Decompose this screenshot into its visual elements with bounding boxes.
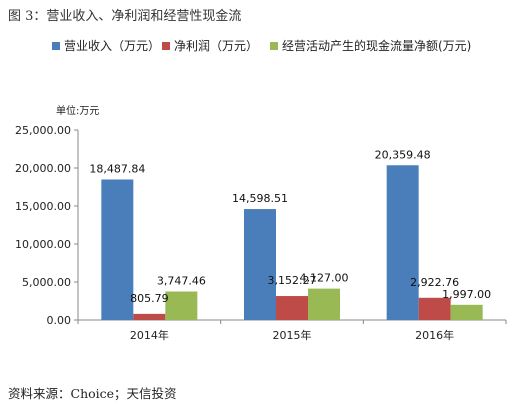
bar-s1-c0 bbox=[133, 313, 166, 320]
data-label-s1-c1: 3,152.27 bbox=[268, 274, 317, 287]
y-tick-label: 20,000.00 bbox=[15, 162, 71, 175]
chart-legend: 营业收入（万元） 净利润（万元） 经营活动产生的现金流量净额(万元) bbox=[52, 38, 471, 53]
legend-swatch-1 bbox=[162, 42, 170, 50]
x-tick-label: 2015年 bbox=[273, 328, 312, 342]
bars-group bbox=[101, 165, 483, 320]
legend-label-1: 净利润（万元） bbox=[174, 39, 258, 53]
x-tick-label: 2016年 bbox=[415, 328, 454, 342]
bar-s0-c0 bbox=[101, 179, 134, 320]
y-tick-label: 15,000.00 bbox=[15, 200, 71, 213]
bar-s2-c0 bbox=[165, 291, 198, 320]
data-label-s2-c0: 3,747.46 bbox=[157, 275, 206, 288]
y-tick-label: 10,000.00 bbox=[15, 238, 71, 251]
source-note: 资料来源：Choice；天信投资 bbox=[8, 386, 177, 401]
y-axis: 0.00 5,000.00 10,000.00 15,000.00 20,000.00 2… bbox=[15, 124, 79, 327]
bar-s1-c1 bbox=[276, 296, 308, 320]
y-tick-label: 25,000.00 bbox=[15, 124, 71, 137]
bar-s0-c1 bbox=[244, 209, 276, 320]
data-label-s0-c1: 14,598.51 bbox=[232, 192, 288, 205]
data-label-s2-c2: 1,997.00 bbox=[442, 288, 491, 301]
y-tick-label: 5,000.00 bbox=[22, 276, 71, 289]
x-tick-label: 2014年 bbox=[130, 328, 169, 342]
bar-s0-c2 bbox=[386, 165, 419, 320]
data-label-s1-c2: 2,922.76 bbox=[410, 276, 459, 289]
x-axis: 2014年 2015年 2016年 bbox=[77, 319, 507, 342]
y-axis-unit-label: 单位:万元 bbox=[56, 104, 99, 117]
legend-label-0: 营业收入（万元） bbox=[64, 39, 160, 53]
legend-swatch-2 bbox=[270, 42, 278, 50]
y-tick-label: 0.00 bbox=[47, 314, 72, 327]
bar-s2-c1 bbox=[308, 288, 340, 320]
data-labels-group: 18,487.84 14,598.51 20,359.48 805.79 3,152.2… bbox=[89, 148, 491, 305]
data-label-s0-c2: 20,359.48 bbox=[375, 148, 431, 161]
data-label-s0-c0: 18,487.84 bbox=[89, 162, 145, 175]
legend-swatch-0 bbox=[52, 42, 60, 50]
data-label-s2-c1: 4,127.00 bbox=[300, 272, 349, 285]
figure-title: 图 3：营业收入、净利润和经营性现金流 bbox=[8, 9, 242, 24]
bar-s2-c2 bbox=[450, 304, 483, 320]
data-label-s1-c0: 805.79 bbox=[130, 292, 169, 305]
bar-s1-c2 bbox=[418, 297, 451, 320]
legend-label-2: 经营活动产生的现金流量净额(万元) bbox=[282, 38, 471, 53]
